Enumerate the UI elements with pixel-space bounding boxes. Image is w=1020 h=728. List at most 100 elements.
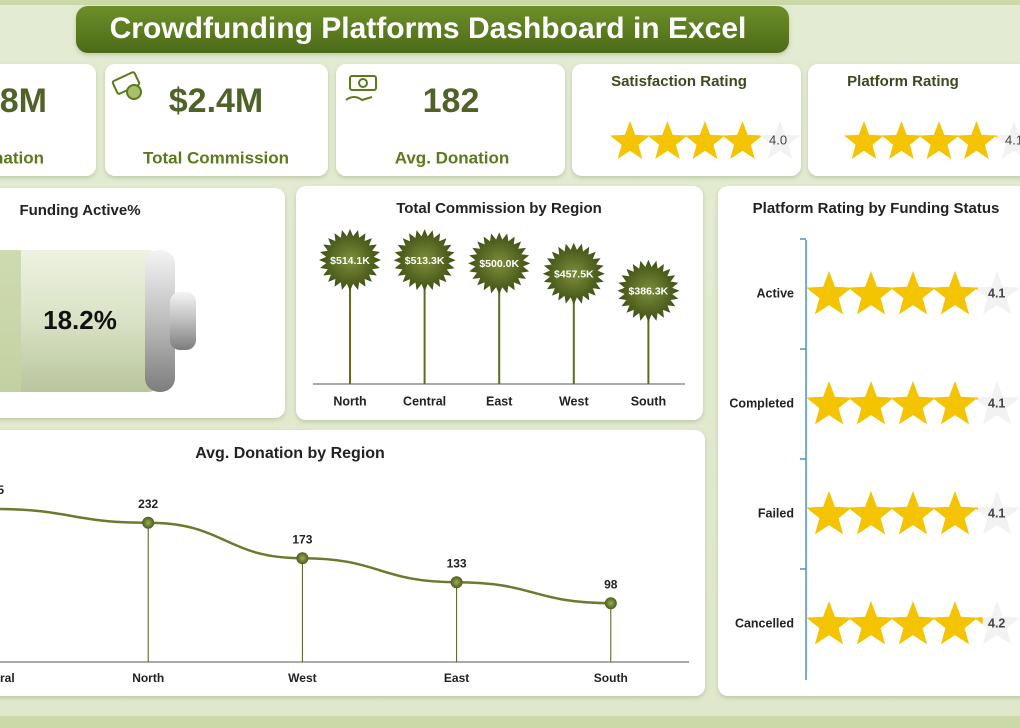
star-empty [974,601,1020,645]
value-label: $457.5K [554,268,594,280]
rating-value: 4.0 [769,132,787,147]
value-label: 255 [0,483,4,497]
star-empty [994,121,1020,159]
value-label: $513.3K [405,255,445,267]
star [932,601,978,645]
x-tick-label: East [486,394,513,408]
battery-cap [170,292,196,350]
donation-icon [345,75,377,102]
rating-title: Platform Rating [847,73,959,90]
star [806,271,852,315]
chart-title: Funding Active% [19,202,140,219]
star [890,601,936,645]
commission-icon [111,71,142,100]
kpi-label: nation [0,148,44,167]
star-empty [974,271,1020,315]
y-tick-label: Completed [729,396,794,410]
value-label: 4.2 [988,616,1005,630]
star [919,121,959,159]
chart-title: Platform Rating by Funding Status [753,200,1000,217]
value-label: 232 [138,497,158,511]
star [932,271,978,315]
point [450,576,463,589]
star-empty [974,491,1020,535]
star [974,507,978,511]
value-label: 4.1 [988,286,1005,300]
kpi-value: $2.4M [169,82,264,120]
point [604,597,617,610]
point [296,552,309,565]
x-tick-label: East [444,671,469,685]
star [974,287,978,291]
battery-value: 18.2% [43,305,117,335]
star-rating [806,271,1020,315]
y-tick-label: Active [756,286,794,300]
star [932,491,978,535]
title-pill [76,6,789,53]
y-tick-label: Failed [758,506,794,520]
card [0,64,96,176]
kpi-value: 8M [0,82,47,120]
value-label: 4.1 [988,396,1005,410]
star [844,121,884,159]
star [848,601,894,645]
star [994,135,998,139]
x-tick-label: South [631,394,666,408]
star [806,491,852,535]
star [848,491,894,535]
value-label: 173 [292,532,312,546]
dashboard-title: Crowdfunding Platforms Dashboard in Exce… [110,12,747,45]
x-tick-label: West [288,671,316,685]
value-label: $386.3K [629,286,669,298]
star [956,121,997,159]
kpi-value: 182 [423,82,480,120]
star [881,121,922,159]
card [718,186,1020,696]
x-tick-label: South [594,671,628,685]
star [890,271,936,315]
star [848,381,894,425]
star-rating [610,121,800,159]
kpi-label: Avg. Donation [395,148,510,167]
star-rating [806,381,1020,425]
x-tick-label: North [333,394,366,408]
star [647,121,688,159]
x-tick-label: Central [0,671,15,685]
star [806,601,852,645]
rating-title: Satisfaction Rating [611,73,747,90]
chart-title: Avg. Donation by Region [195,445,385,462]
star [890,491,936,535]
rating-value: 4.1 [1005,132,1020,147]
bottom-strip [0,716,1020,728]
battery-body [0,250,160,392]
star [610,121,650,159]
value-label: $500.0K [479,258,519,270]
star [932,381,978,425]
x-tick-label: Central [403,394,446,408]
star-rating [806,601,1020,645]
top-strip [0,0,1020,5]
value-label: $514.1K [330,255,370,267]
card [336,64,565,176]
lollipop-head [617,259,680,322]
star [974,617,983,625]
lollipop-head [393,229,456,292]
lollipop-head [319,229,381,291]
chart-title: Total Commission by Region [396,200,602,217]
star [890,381,936,425]
value-label: 133 [447,556,467,570]
y-tick-label: Cancelled [735,616,794,630]
lollipop-head [468,232,531,295]
star [806,381,852,425]
star [848,271,894,315]
star-rating [806,491,1020,535]
star-empty [974,381,1020,425]
card [105,64,328,176]
lollipop-head [542,242,605,305]
star-rating [844,121,1020,159]
star [974,397,978,401]
value-label: 98 [604,577,618,591]
star [685,121,725,159]
